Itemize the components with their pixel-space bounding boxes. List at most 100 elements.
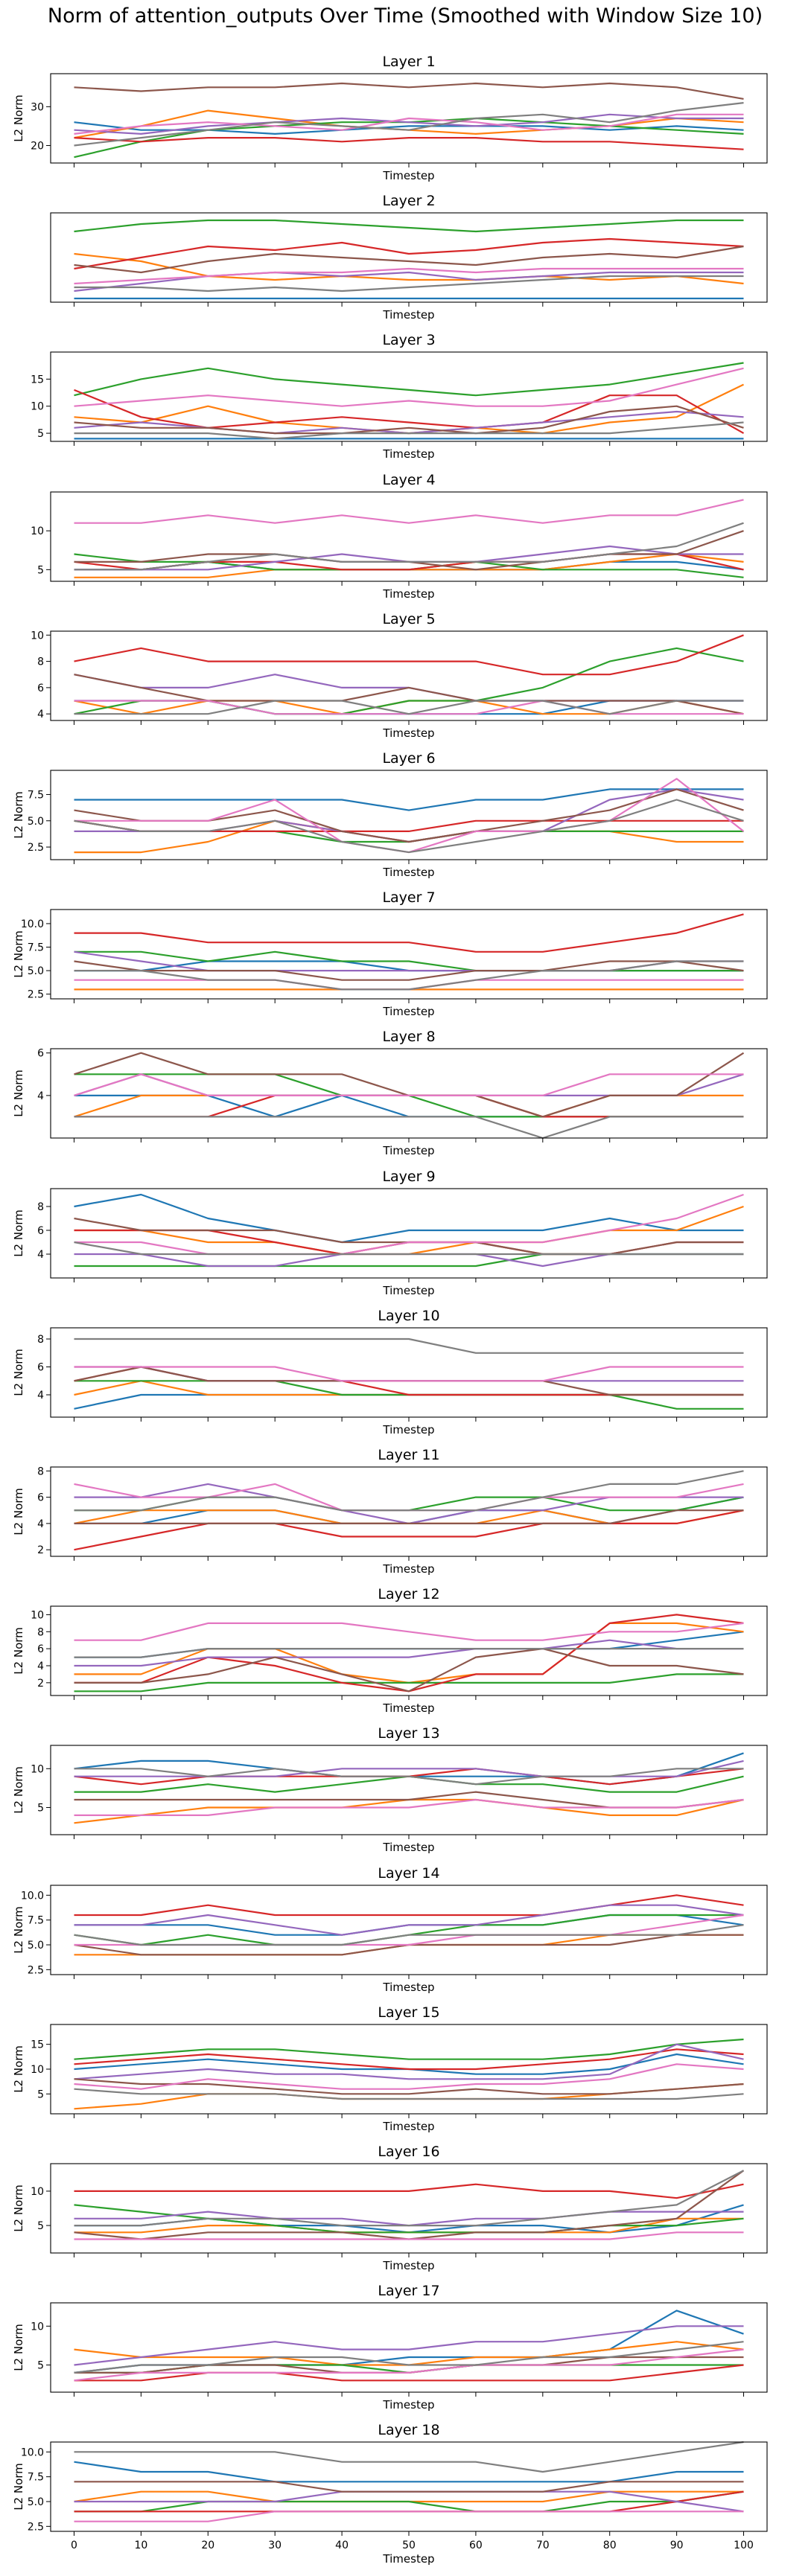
y-tick-label: 8 <box>37 1626 44 1638</box>
y-axis-label: L2 Norm <box>12 1209 25 1257</box>
x-tick-label: 50 <box>402 2540 416 2551</box>
layer-panel: Layer 10 4 6 8 Timestep L2 Norm <box>12 1308 768 1436</box>
y-axis-label: L2 Norm <box>12 930 25 978</box>
series-line <box>74 1648 744 1658</box>
y-axis-label: L2 Norm <box>12 2185 25 2232</box>
x-tick-label: 90 <box>670 2540 684 2551</box>
y-tick-label: 2 <box>37 1678 44 1690</box>
y-tick-label: 6 <box>37 683 44 694</box>
y-tick-label: 10 <box>31 1609 44 1621</box>
series-line <box>74 1241 744 1256</box>
series-line <box>74 2490 744 2513</box>
y-tick-label: 4 <box>37 1090 44 1102</box>
y-tick-label: 2.5 <box>28 842 44 854</box>
x-axis-label: Timestep <box>382 447 434 461</box>
series-line <box>74 2078 744 2095</box>
panel-title: Layer 9 <box>382 1169 435 1185</box>
series-line <box>74 1904 744 1936</box>
x-tick-label: 40 <box>335 2540 349 2551</box>
x-axis-label: Timestep <box>382 308 434 322</box>
series-line <box>74 1768 744 1786</box>
series-line <box>74 913 744 953</box>
y-axis-label: L2 Norm <box>12 2324 25 2371</box>
series-line <box>74 2461 744 2483</box>
y-axis-label: L2 Norm <box>12 2463 25 2511</box>
series-line <box>74 1648 744 1693</box>
series-line <box>74 237 744 270</box>
series-line <box>74 1509 744 1525</box>
panel-title: Layer 14 <box>378 1865 439 1882</box>
series-line <box>74 2364 744 2382</box>
series-line <box>74 245 744 274</box>
series-line <box>74 2441 744 2473</box>
y-tick-label: 5 <box>37 2359 44 2371</box>
layer-panel: Layer 9 4 6 8 Timestep L2 Norm <box>12 1169 768 1297</box>
layer-panel: Layer 17 5 10 Timestep L2 Norm <box>12 2283 768 2412</box>
x-tick-label: 80 <box>603 2540 617 2551</box>
layer-panel: Layer 18 0 10 20 30 40 50 60 70 80 90 100 2.5 5.0 7.5 1… <box>12 2422 768 2566</box>
layer-panel: Layer 6 2.5 5.0 7.5 Timestep L2 Norm <box>12 750 768 879</box>
x-axis-label: Timestep <box>382 1005 434 1018</box>
y-tick-label: 8 <box>37 1466 44 1477</box>
series-line <box>74 367 744 407</box>
series-line <box>74 1894 744 1917</box>
x-axis-label: Timestep <box>382 1981 434 1994</box>
series-line <box>74 2038 744 2060</box>
y-axis-label: L2 Norm <box>12 1627 25 1675</box>
y-tick-label: 15 <box>31 374 44 386</box>
x-axis-label: Timestep <box>382 726 434 740</box>
series-line <box>74 799 744 854</box>
series-line <box>74 421 744 440</box>
y-tick-label: 2.5 <box>28 1964 44 1976</box>
y-tick-label: 4 <box>37 709 44 720</box>
y-tick-label: 4 <box>37 1390 44 1402</box>
y-tick-label: 8 <box>37 1334 44 1346</box>
series-line <box>74 2183 744 2199</box>
series-line <box>74 950 744 972</box>
series-line <box>74 788 744 811</box>
panel-title: Layer 6 <box>382 750 435 767</box>
y-tick-label: 10 <box>31 2064 44 2076</box>
y-tick-label: 7.5 <box>28 2472 44 2484</box>
y-tick-label: 5 <box>37 564 44 576</box>
y-tick-label: 10.0 <box>21 1890 44 1902</box>
series-line <box>74 1639 744 1667</box>
y-tick-label: 5.0 <box>28 965 44 977</box>
series-line <box>74 1760 744 1777</box>
series-line <box>74 700 744 715</box>
series-line <box>74 1622 744 1641</box>
layer-panel: Layer 12 2 4 6 8 10 Timestep L2 Norm <box>12 1586 768 1715</box>
layer-panel: Layer 2 Timestep <box>50 193 768 322</box>
y-tick-label: 10 <box>31 2186 44 2198</box>
y-axis-label: L2 Norm <box>12 1766 25 1814</box>
series-line <box>74 960 744 991</box>
x-axis-label: Timestep <box>382 2552 434 2566</box>
series-line <box>74 2348 744 2382</box>
y-tick-label: 10 <box>31 630 44 642</box>
y-tick-label: 5.0 <box>28 1940 44 1952</box>
y-tick-label: 6 <box>37 1492 44 1504</box>
y-tick-label: 10 <box>31 2321 44 2333</box>
y-axis-label: L2 Norm <box>12 1349 25 1396</box>
layer-panel: Layer 15 5 10 15 Timestep L2 Norm <box>12 2004 768 2133</box>
series-line <box>74 1470 744 1512</box>
series-line <box>74 2341 744 2374</box>
y-tick-label: 30 <box>31 101 44 113</box>
series-line <box>74 1337 744 1354</box>
x-tick-label: 20 <box>201 2540 214 2551</box>
y-tick-label: 5 <box>37 2220 44 2232</box>
x-axis-label: Timestep <box>382 169 434 182</box>
y-tick-label: 8 <box>37 1201 44 1213</box>
panel-title: Layer 5 <box>382 611 435 627</box>
series-line <box>74 362 744 397</box>
y-tick-label: 6 <box>37 1225 44 1237</box>
series-line <box>74 1193 744 1244</box>
layer-panel: Layer 4 5 10 Timestep <box>31 472 768 601</box>
y-tick-label: 6 <box>37 1643 44 1655</box>
layer-panel: Layer 14 2.5 5.0 7.5 10.0 Timestep L2 Norm <box>12 1865 768 1994</box>
series-line <box>74 82 744 100</box>
series-line <box>74 2088 744 2100</box>
y-tick-label: 2 <box>37 1544 44 1556</box>
series-line <box>74 1798 744 1816</box>
